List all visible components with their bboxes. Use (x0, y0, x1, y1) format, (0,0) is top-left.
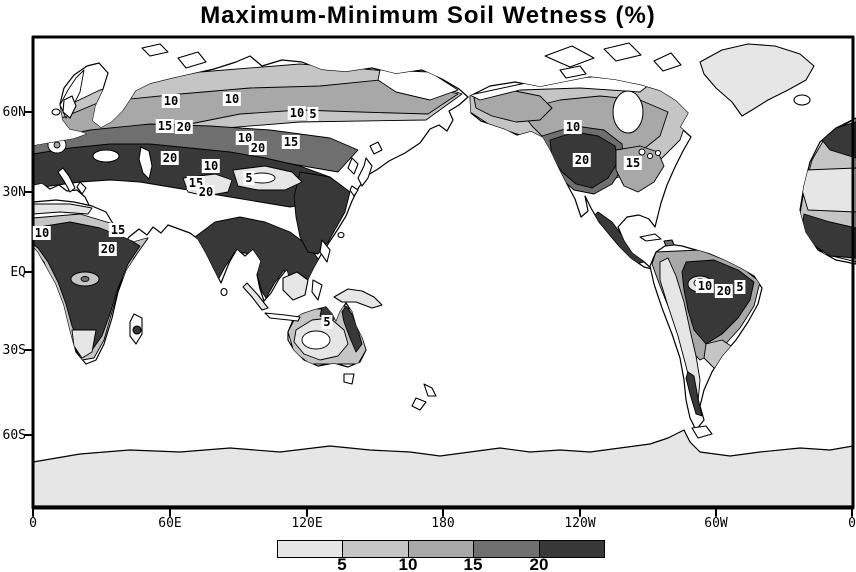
contour-label: 20 (196, 185, 216, 199)
sri-lanka (220, 287, 228, 297)
philippines (319, 239, 331, 263)
chart-title: Maximum-Minimum Soil Wetness (%) (200, 2, 656, 29)
x-axis-label-120W: 120W (564, 516, 596, 531)
contour-label: 15 (281, 135, 301, 149)
contour-label: 15 (108, 223, 128, 237)
black-sea (92, 149, 120, 163)
colorbar-tick-10: 10 (398, 555, 418, 572)
contour-label: 20 (248, 141, 268, 155)
contour-label: 20 (714, 284, 734, 298)
kyushu (349, 185, 359, 197)
colorbar-legend (277, 540, 605, 558)
honshu (357, 157, 373, 187)
y-axis-label-60S: 60S (2, 428, 26, 443)
contour-label: 20 (572, 153, 592, 167)
arctic-island (544, 45, 595, 68)
borneo (282, 271, 309, 301)
y-axis-label-30S: 30S (2, 343, 26, 358)
iceland (793, 94, 811, 106)
great-lake (647, 153, 653, 159)
new-zealand-north (423, 383, 437, 397)
map-frame (31, 35, 855, 510)
caspian-sea (138, 146, 153, 180)
hispaniola (663, 239, 675, 247)
hudson-bay (612, 90, 644, 134)
colorbar-segment-15-20 (473, 541, 539, 557)
y-axis-label-30N: 30N (2, 185, 26, 200)
x-axis-label-0E: 0 (848, 516, 856, 531)
tasmania (343, 373, 355, 385)
contour-label: 20 (160, 151, 180, 165)
islands (51, 42, 815, 439)
arctic-island (559, 65, 587, 79)
sulawesi (311, 279, 323, 301)
x-axis-label-120E: 120E (291, 516, 323, 531)
novaya-zemlya (177, 51, 207, 69)
contour-label: 10 (287, 106, 307, 120)
contour-label: 5 (307, 107, 319, 121)
x-axis-label-0W: 0 (29, 516, 37, 531)
greenland (699, 43, 815, 117)
hokkaido (369, 141, 383, 155)
colorbar-segment-10-15 (407, 541, 474, 557)
great-lake (655, 150, 661, 156)
java (264, 312, 301, 322)
colorbar-segment-5-10 (342, 541, 408, 557)
contour-label: 10 (695, 279, 715, 293)
x-axis-label-180: 180 (431, 516, 455, 531)
new-zealand-south (411, 397, 427, 411)
madagascar-wet-spot (132, 325, 142, 335)
contour-label: 5 (243, 171, 255, 185)
contour-label: 10 (201, 159, 221, 173)
sumatra (242, 282, 269, 311)
contour-label: 10 (222, 92, 242, 106)
greece (76, 181, 87, 195)
contour-label: 15 (155, 119, 175, 133)
colorbar-segment-lt5 (278, 541, 343, 557)
italy (57, 167, 76, 193)
svalbard (141, 43, 169, 57)
new-guinea (333, 288, 383, 309)
great-lake (638, 148, 646, 156)
colorbar-tick-20: 20 (529, 555, 549, 572)
cuba (639, 233, 662, 242)
korea (347, 157, 359, 175)
contour-label: 5 (321, 315, 333, 329)
colorbar-tick-15: 15 (463, 555, 483, 572)
west-africa-shading (800, 118, 856, 263)
contour-label: 10 (32, 226, 52, 240)
antarctica (32, 429, 854, 507)
colorbar-tick-5: 5 (337, 555, 347, 572)
contour-label: 20 (174, 120, 194, 134)
contour-label: 15 (623, 156, 643, 170)
colorbar-segment-gt20 (538, 541, 605, 557)
contour-label: 10 (563, 120, 583, 134)
arctic-island (653, 52, 682, 72)
contour-label: 10 (161, 94, 181, 108)
inner-seas (92, 90, 661, 180)
contour-label: 5 (734, 280, 746, 294)
arctic-island (603, 42, 642, 62)
britain (62, 95, 77, 119)
y-axis-label-EQ: EQ (10, 265, 26, 280)
ireland (51, 108, 61, 116)
y-axis-label-60N: 60N (2, 105, 26, 120)
tierra-del-fuego (691, 425, 713, 439)
x-axis-label-60W: 60W (704, 516, 728, 531)
taiwan (337, 231, 345, 239)
x-axis-label-60E: 60E (158, 516, 182, 531)
contour-label: 20 (98, 242, 118, 256)
